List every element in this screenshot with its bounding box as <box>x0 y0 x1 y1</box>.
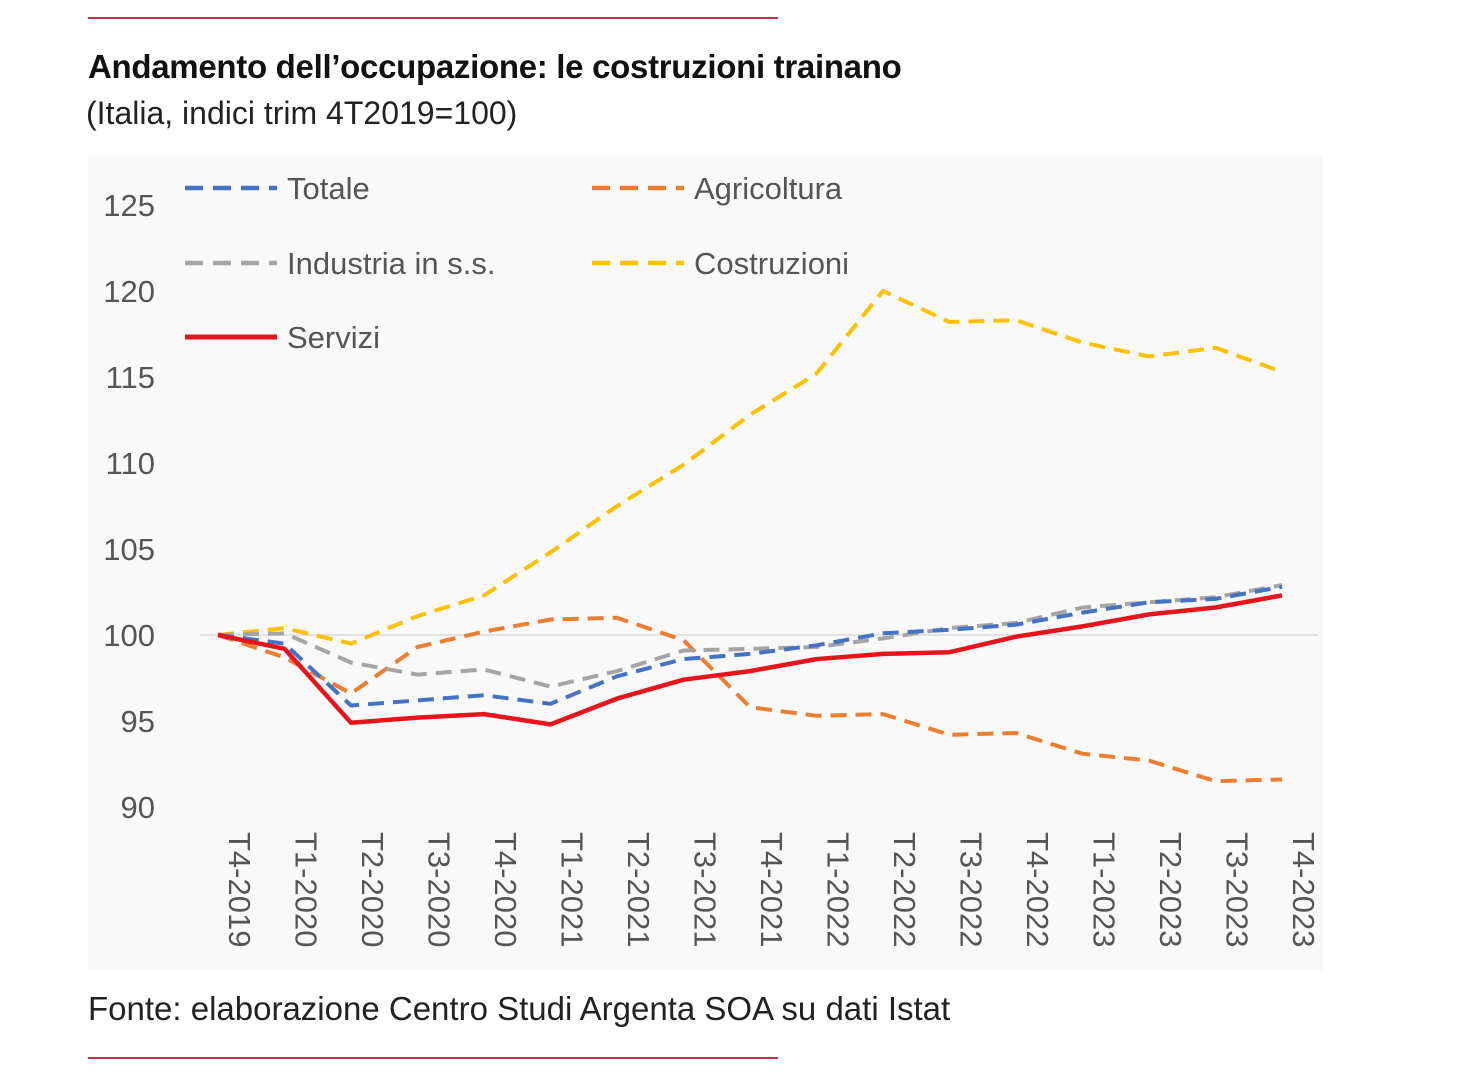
series-line-costruzioni <box>217 289 1283 646</box>
x-tick-label: T2-2021 <box>621 832 656 947</box>
x-tick-label: T3-2020 <box>422 832 457 947</box>
x-tick-label: T4-2023 <box>1286 832 1321 947</box>
x-tick-label: T4-2021 <box>754 832 789 947</box>
y-tick-label: 95 <box>121 704 155 739</box>
legend-label: Industria in s.s. <box>287 246 495 281</box>
y-tick-label: 120 <box>103 274 155 309</box>
series-line-totale <box>217 584 1283 708</box>
plot-background <box>88 155 1323 970</box>
legend-label: Totale <box>287 171 370 206</box>
legend-label: Servizi <box>287 320 380 355</box>
x-tick-label: T2-2020 <box>355 832 390 947</box>
y-tick-label: 115 <box>106 360 155 395</box>
bottom-rule <box>88 1057 778 1059</box>
x-tick-label: T1-2023 <box>1087 832 1122 947</box>
chart-subtitle: (Italia, indici trim 4T2019=100) <box>86 95 518 131</box>
x-tick-label: T2-2023 <box>1153 832 1188 947</box>
legend-label: Agricoltura <box>694 171 843 206</box>
x-tick-label: T3-2021 <box>688 832 723 947</box>
y-tick-label: 90 <box>121 790 155 825</box>
x-tick-label: T4-2019 <box>222 832 257 947</box>
x-tick-label: T4-2022 <box>1020 832 1055 947</box>
top-rule <box>88 17 778 19</box>
legend-label: Costruzioni <box>694 246 849 281</box>
y-tick-label: 100 <box>103 618 155 653</box>
x-axis: T4-2019 T1-2020 T2-2020 T3-2020 T4-2020 T1-20… <box>222 832 1321 947</box>
x-tick-label: T3-2022 <box>954 832 989 947</box>
source-note: Fonte: elaborazione Centro Studi Argenta… <box>88 990 951 1027</box>
x-tick-label: T4-2020 <box>488 832 523 947</box>
x-tick-label: T1-2021 <box>555 832 590 947</box>
series-layer <box>217 289 1283 784</box>
y-tick-label: 105 <box>103 532 155 567</box>
series-line-servizi <box>217 593 1283 727</box>
x-tick-label: T1-2022 <box>821 832 856 947</box>
x-tick-label: T1-2020 <box>289 832 324 947</box>
chart-title: Andamento dell’occupazione: le costruzio… <box>88 48 902 85</box>
series-line-industria-in-s-s- <box>217 583 1283 689</box>
x-tick-label: T2-2022 <box>887 832 922 947</box>
legend: Totale Agricoltura Industria in s.s. Costru… <box>185 171 849 355</box>
y-tick-label: 110 <box>106 446 155 481</box>
y-tick-label: 125 <box>103 188 155 223</box>
series-line-agricoltura <box>217 615 1283 784</box>
y-axis: 90 95 100 105 110 115 120 125 <box>103 188 155 825</box>
x-tick-label: T3-2023 <box>1220 832 1255 947</box>
